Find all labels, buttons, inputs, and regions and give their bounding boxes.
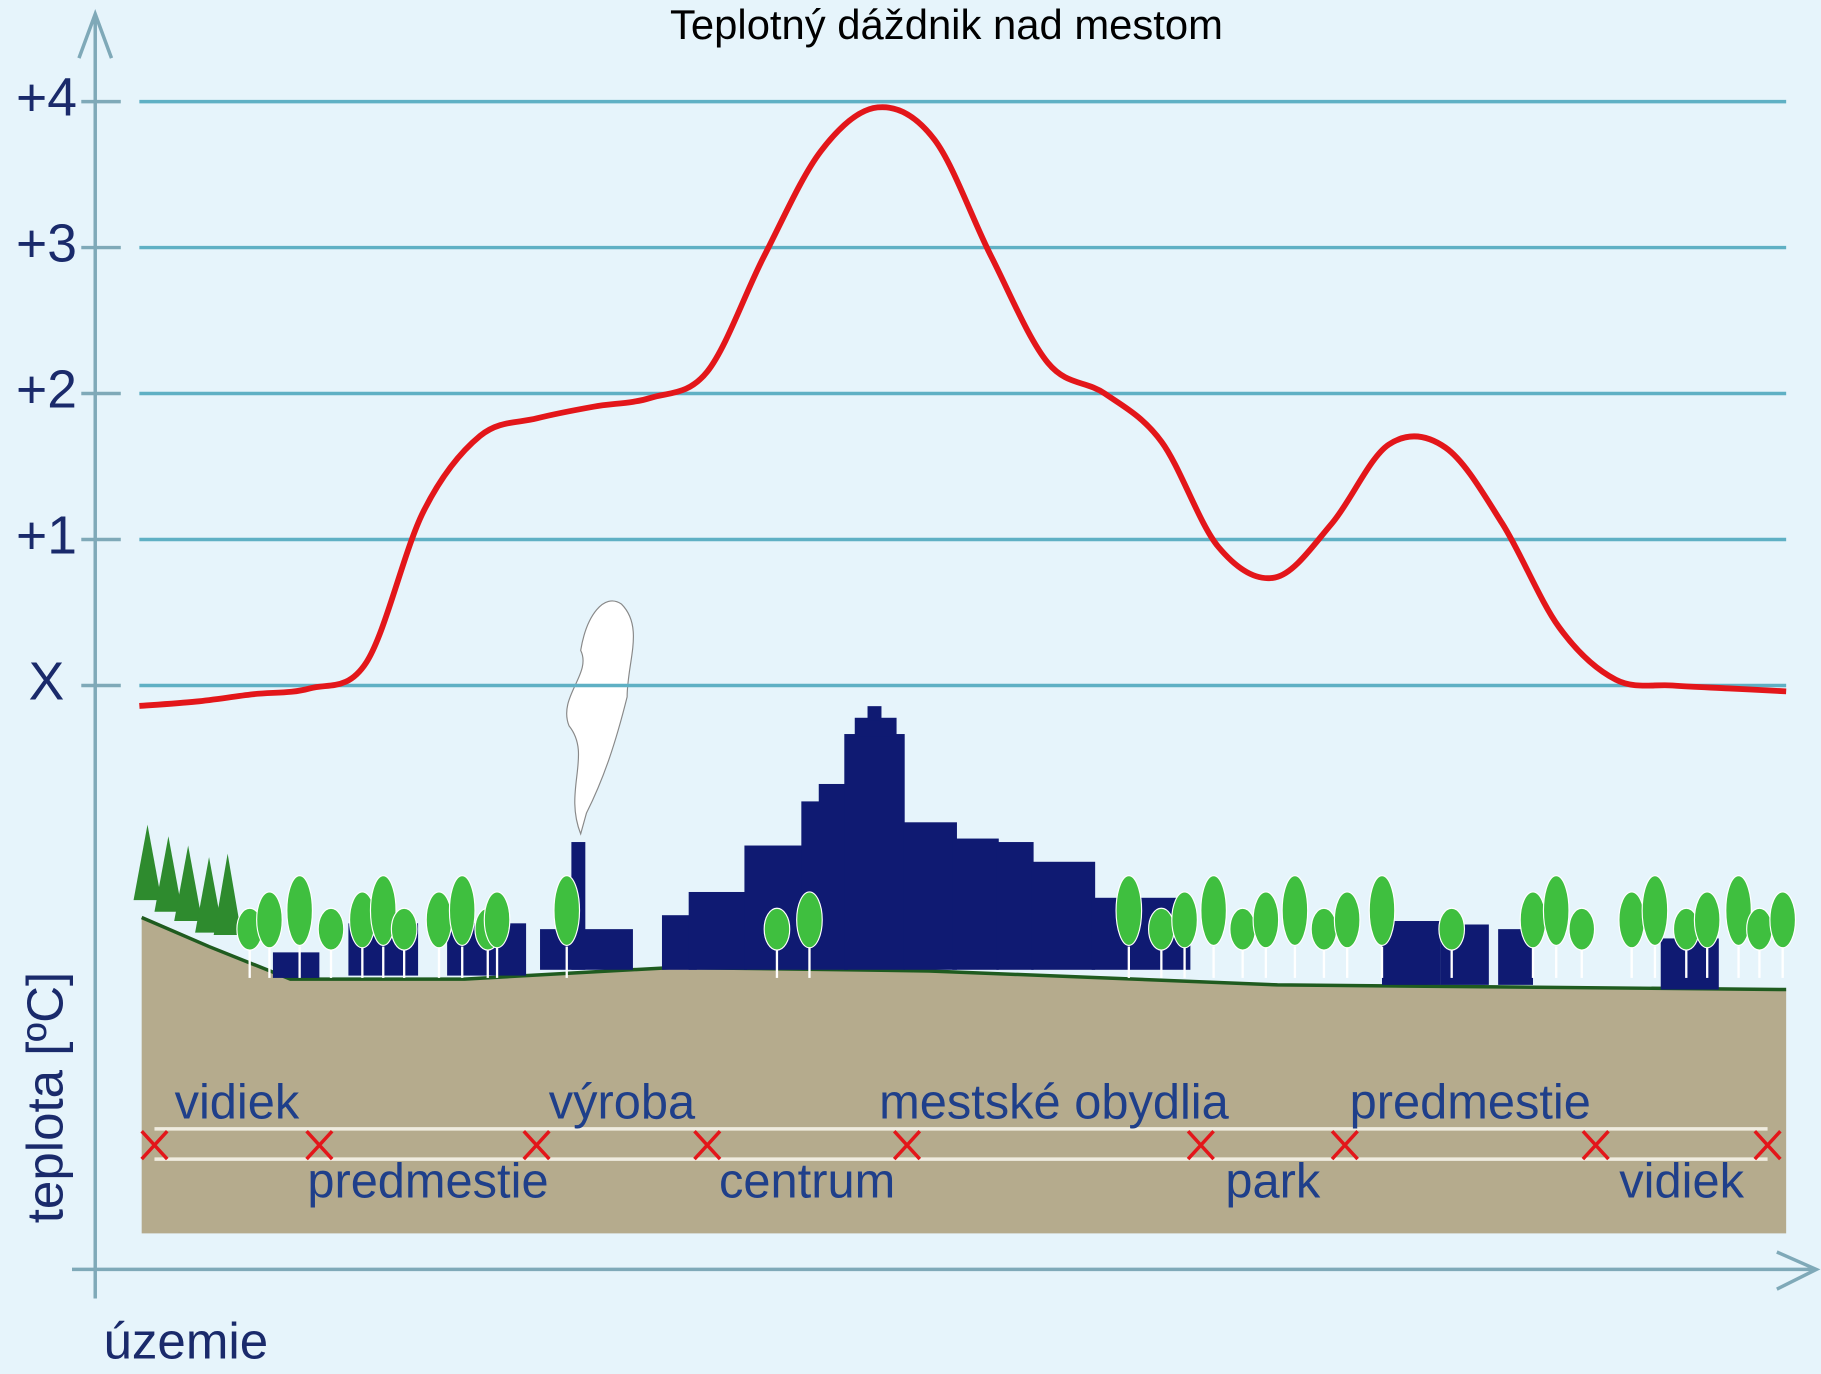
tree-crown xyxy=(484,892,510,948)
tree-crown xyxy=(426,892,452,948)
tree-crown xyxy=(1282,876,1308,946)
zone-label: predmestie xyxy=(307,1155,548,1209)
tree-crown xyxy=(1694,892,1720,948)
y-axis-label: teplota [ºC] xyxy=(16,972,73,1223)
tree-crown xyxy=(1230,908,1256,950)
tree-crown xyxy=(1334,892,1360,948)
chart-title: Teplotný dáždnik nad mestom xyxy=(670,1,1223,48)
zone-label: mestské obydlia xyxy=(879,1076,1230,1130)
zone-label: predmestie xyxy=(1350,1076,1591,1130)
tree-crown xyxy=(1543,876,1569,946)
tree-crown xyxy=(1253,892,1279,948)
tree-crown xyxy=(1770,892,1796,948)
tree-crown xyxy=(318,908,344,950)
zone-label: vidiek xyxy=(175,1076,300,1130)
zone-label: centrum xyxy=(719,1155,895,1209)
page: {"chart_data":{"type":"line","title":"Te… xyxy=(0,0,1821,1374)
tree-crown xyxy=(1311,908,1337,950)
tree-crown xyxy=(1439,908,1465,950)
tree-crown xyxy=(1369,876,1395,946)
y-tick-label: X xyxy=(29,653,65,712)
tree-crown xyxy=(1747,908,1773,950)
zone-label: výroba xyxy=(549,1076,696,1130)
zone-label: vidiek xyxy=(1619,1155,1744,1209)
tree-crown xyxy=(764,908,790,950)
tree-crown xyxy=(1172,892,1198,948)
tree-crown xyxy=(391,908,417,950)
tree-crown xyxy=(1619,892,1645,948)
tree-crown xyxy=(1201,876,1227,946)
tree-crown xyxy=(797,892,823,948)
y-tick-label: +4 xyxy=(16,69,77,128)
y-tick-label: +1 xyxy=(16,507,77,566)
tree-crown xyxy=(257,892,283,948)
y-tick-label: +2 xyxy=(16,361,77,420)
tree-crown xyxy=(1642,876,1668,946)
tree-crown xyxy=(1520,892,1546,948)
tree-crown xyxy=(449,876,475,946)
x-axis-label: územie xyxy=(103,1312,268,1369)
tree-crown xyxy=(1116,876,1142,946)
tree-crown xyxy=(1569,908,1595,950)
tree-crown xyxy=(287,876,313,946)
chart: Teplotný dáždnik nad mestom teplota [ºC]… xyxy=(0,0,1821,1374)
tree-crown xyxy=(554,876,580,946)
tree-crown xyxy=(1149,908,1175,950)
zone-label: park xyxy=(1225,1155,1320,1209)
y-tick-label: +3 xyxy=(16,215,77,274)
